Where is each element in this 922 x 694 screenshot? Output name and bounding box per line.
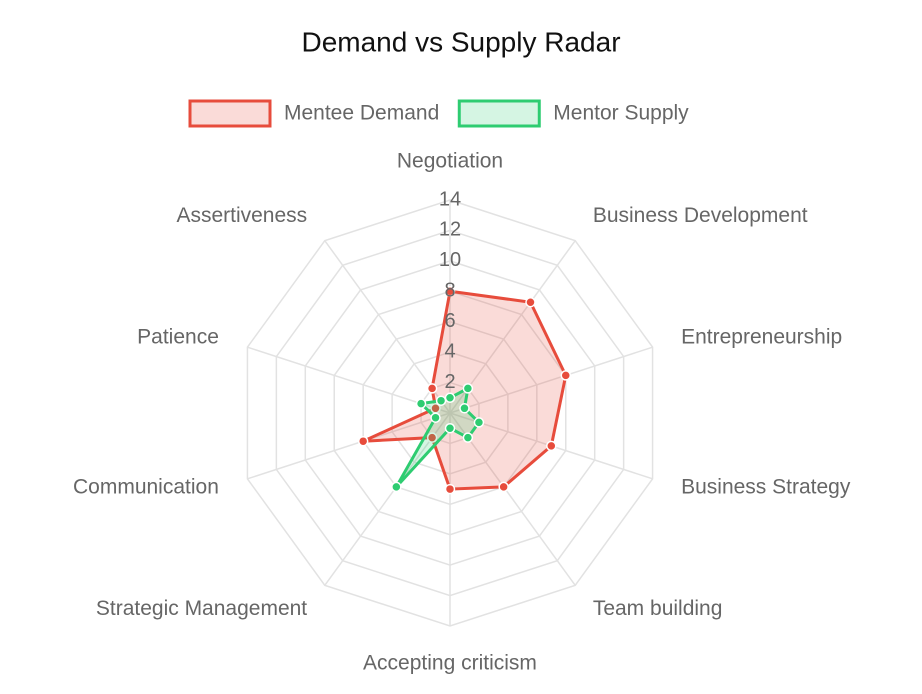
data-point — [435, 395, 447, 406]
data-point — [444, 286, 456, 297]
r-tick-label: 6 — [444, 310, 455, 332]
axis-label: Strategic Management — [96, 597, 307, 620]
r-tick-label: 14 — [439, 188, 461, 210]
legend-swatch — [457, 99, 541, 128]
legend-swatch — [188, 99, 272, 128]
axis-label: Negotiation — [397, 150, 503, 173]
r-tick-label: 12 — [439, 219, 461, 241]
r-tick-label: 10 — [439, 249, 461, 271]
data-point — [426, 432, 438, 443]
data-point — [525, 296, 536, 308]
data-point — [444, 483, 456, 495]
axis-label: Patience — [137, 325, 219, 348]
data-point — [459, 403, 470, 414]
axis-label: Communication — [73, 476, 219, 499]
data-point — [391, 481, 402, 493]
data-point — [462, 383, 474, 394]
data-point — [462, 432, 474, 443]
legend-label: Mentor Supply — [553, 102, 689, 125]
axis-label: Team building — [593, 597, 723, 620]
chart-title: Demand vs Supply Radar — [301, 26, 620, 57]
data-point — [444, 392, 456, 404]
data-point — [498, 481, 509, 493]
axis-label: Business Development — [593, 204, 808, 227]
data-point — [415, 398, 427, 409]
r-tick-label: 8 — [444, 280, 455, 302]
axis-label: Entrepreneurship — [681, 325, 842, 348]
spoke — [449, 346, 653, 414]
data-point — [560, 370, 572, 381]
data-point — [473, 417, 485, 428]
data-point — [426, 383, 438, 394]
r-tick-label: 4 — [444, 340, 455, 362]
axis-label: Business Strategy — [681, 476, 851, 499]
r-tick-label: 2 — [444, 371, 455, 393]
data-point — [430, 412, 441, 423]
data-point — [546, 440, 557, 452]
spoke — [247, 412, 451, 480]
legend-label: Mentee Demand — [284, 102, 439, 125]
data-point — [357, 435, 369, 447]
axis-label: Accepting criticism — [363, 652, 537, 675]
axis-label: Assertiveness — [176, 204, 307, 227]
data-point — [444, 422, 456, 434]
